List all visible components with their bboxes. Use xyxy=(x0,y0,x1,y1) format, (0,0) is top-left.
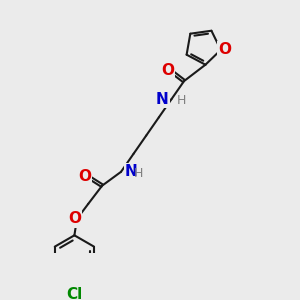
Text: O: O xyxy=(78,169,91,184)
Text: H: H xyxy=(134,167,143,180)
Text: O: O xyxy=(161,63,174,78)
Text: N: N xyxy=(156,92,168,107)
Text: Cl: Cl xyxy=(66,287,82,300)
Text: H: H xyxy=(177,94,186,107)
Text: O: O xyxy=(218,42,231,57)
Text: O: O xyxy=(68,212,81,226)
Text: N: N xyxy=(125,164,138,179)
